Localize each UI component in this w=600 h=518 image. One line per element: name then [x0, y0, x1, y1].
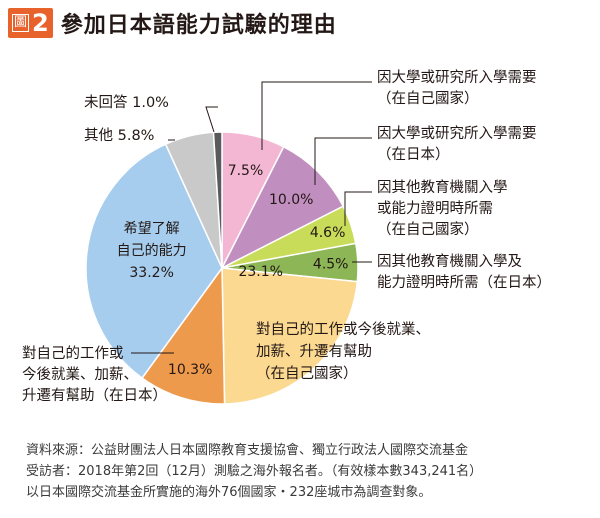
figure-badge: 圖 2: [8, 8, 53, 38]
scope-line: 以日本國際交流基金所實施的海外76個國家・232座城市為調查對象。: [26, 485, 432, 500]
pie-labels: 7.5% 因大學或研究所入學需要（在自己國家） 10.0% 因大學或研究所入學需要（在…: [22, 68, 551, 404]
pie-slices: [85, 131, 359, 405]
slice-label: 因大學或研究所入學需要（在日本）: [377, 124, 537, 163]
slice-value: 7.5%: [228, 163, 264, 179]
slice-value: 10.3%: [168, 362, 212, 378]
chart-title: 參加日本語能力試驗的理由: [60, 13, 337, 38]
slice-value: 4.6%: [310, 225, 346, 241]
figure-header: 圖 2 參加日本語能力試驗的理由: [8, 6, 337, 40]
leader-line: [314, 137, 372, 185]
slice-label: 對自己的工作或今後就業、加薪、升遷有幫助（在自己國家）: [256, 321, 430, 382]
respondents-line: 受訪者：2018年第2回（12月）測驗之海外報名者。（有效樣本數343,241名…: [26, 464, 483, 479]
slice-label: 對自己的工作或今後就業、加薪、升遷有幫助（在日本）: [22, 345, 167, 404]
source-line: 資料來源：公益財團法人日本國際教育支援協會、獨立行政法人國際交流基金: [26, 443, 469, 458]
pie-chart: 7.5% 因大學或研究所入學需要（在自己國家） 10.0% 因大學或研究所入學需要（在…: [22, 68, 551, 405]
slice-label: 未回答 1.0%: [84, 94, 169, 111]
pie-slice: [85, 143, 223, 380]
figure-badge-word: 圖: [12, 14, 30, 32]
slice-label: 因其他教育機關入學及能力證明時所需（在日本）: [377, 252, 551, 291]
leader-line: [205, 106, 218, 133]
slice-value: 10.0%: [269, 192, 313, 208]
slice-label: 其他 5.8%: [84, 127, 154, 144]
slice-value: 23.1%: [238, 264, 282, 280]
leader-line: [344, 191, 372, 226]
pie-slice: [212, 131, 223, 269]
pie-slice: [141, 265, 226, 405]
slice-label: 因其他教育機關入學或能力證明時所需（在自己國家）: [377, 178, 508, 238]
figure-badge-number: 2: [32, 9, 49, 37]
pie-slice: [221, 267, 359, 405]
leader-line: [261, 81, 372, 150]
slice-label-inside: 希望了解自己的能力 33.2%: [117, 221, 187, 281]
slice-label: 因大學或研究所入學需要（在自己國家）: [377, 68, 537, 107]
source-note: 資料來源：公益財團法人日本國際教育支援協會、獨立行政法人國際交流基金 受訪者：2…: [26, 440, 586, 503]
slice-value: 4.5%: [313, 257, 349, 273]
leader-lines: [131, 81, 372, 354]
pie-slice: [220, 145, 345, 270]
